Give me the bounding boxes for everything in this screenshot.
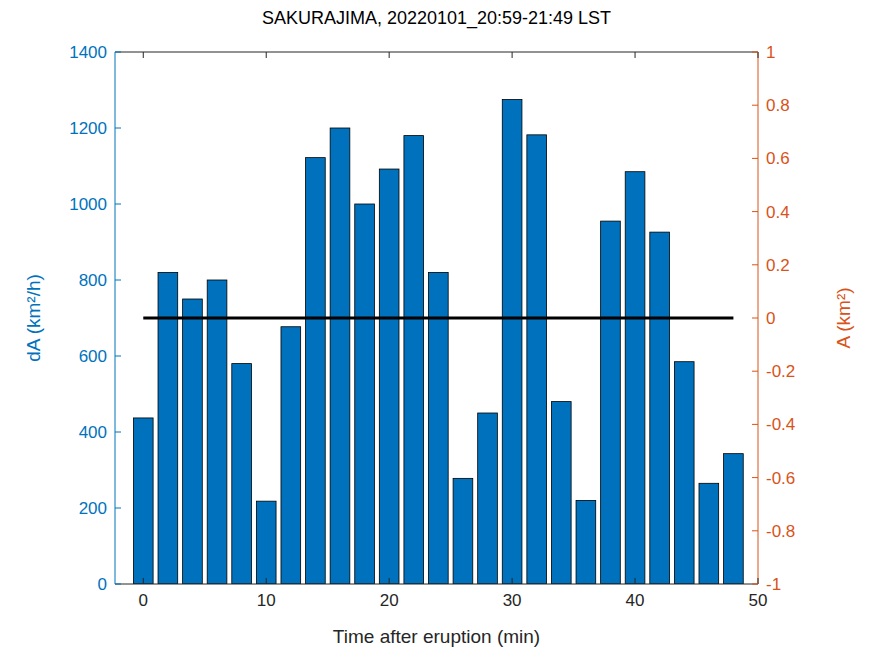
y2-tick	[752, 264, 758, 265]
line	[143, 317, 733, 320]
y2-tick	[752, 318, 758, 319]
bar	[183, 299, 203, 584]
y2-tick	[752, 52, 758, 53]
bar	[650, 232, 670, 584]
y-tick-label: 800	[79, 271, 107, 290]
bar	[625, 172, 645, 584]
bar	[724, 454, 744, 584]
x-tick-label: 50	[749, 591, 768, 610]
y-tick-label: 200	[79, 499, 107, 518]
x-tick-top	[512, 52, 513, 58]
x-tick	[389, 578, 390, 584]
y-axis	[115, 52, 116, 584]
x-tick	[512, 578, 513, 584]
bar	[453, 478, 473, 584]
bar	[207, 280, 227, 584]
top-axis	[115, 52, 758, 53]
y-tick-label: 400	[79, 423, 107, 442]
y-tick	[115, 584, 121, 585]
y-tick-label: 0	[98, 575, 107, 594]
x-tick-label: 20	[380, 591, 399, 610]
bar	[306, 158, 326, 584]
x-tick-top	[635, 52, 636, 58]
x-tick	[758, 578, 759, 584]
bar	[355, 204, 375, 584]
bar	[699, 483, 719, 584]
y-tick-label: 600	[79, 347, 107, 366]
x-tick-label: 0	[139, 591, 148, 610]
chart: 010203040500200400600800100012001400-1-0…	[0, 0, 875, 656]
bar	[601, 221, 621, 584]
y-tick-label: 1200	[69, 119, 107, 138]
y2-tick-label: -1	[766, 575, 781, 594]
bar	[478, 413, 498, 584]
y2-tick	[752, 477, 758, 478]
bar	[527, 135, 547, 584]
bar	[281, 327, 301, 584]
y-tick	[115, 52, 121, 53]
y2-tick	[752, 105, 758, 106]
y-tick-label: 1000	[69, 195, 107, 214]
y2-tick-label: 1	[766, 43, 775, 62]
y-tick	[115, 204, 121, 205]
bar	[502, 100, 522, 585]
y2-axis-label: A (km²)	[833, 287, 854, 348]
bar	[330, 128, 350, 584]
y2-tick-label: 0.8	[766, 96, 790, 115]
x-tick-top	[143, 52, 144, 58]
x-tick-label: 40	[626, 591, 645, 610]
data-group	[133, 100, 743, 585]
y2-tick-label: 0.2	[766, 256, 790, 275]
y2-tick-label: 0.4	[766, 203, 790, 222]
bar	[133, 418, 153, 584]
bar	[576, 500, 596, 584]
y-tick	[115, 356, 121, 357]
x-axis-label: Time after eruption (min)	[333, 626, 540, 647]
y2-tick-label: -0.4	[766, 415, 795, 434]
x-tick-top	[389, 52, 390, 58]
y-axis-label: dA (km²/h)	[23, 274, 44, 362]
plot-area	[115, 52, 758, 584]
x-tick	[143, 578, 144, 584]
y2-tick	[752, 371, 758, 372]
y2-tick	[752, 530, 758, 531]
x-tick	[266, 578, 267, 584]
y-tick-label: 1400	[69, 43, 107, 62]
y2-tick	[752, 211, 758, 212]
bar	[404, 136, 424, 584]
y2-tick-label: -0.8	[766, 522, 795, 541]
y2-tick	[752, 584, 758, 585]
y2-tick	[752, 424, 758, 425]
title: SAKURAJIMA, 20220101_20:59-21:49 LST	[262, 8, 611, 29]
bar	[379, 169, 399, 584]
x-tick-top	[266, 52, 267, 58]
y-tick	[115, 280, 121, 281]
x-tick-label: 10	[257, 591, 276, 610]
y-tick	[115, 128, 121, 129]
x-tick	[635, 578, 636, 584]
y2-tick	[752, 158, 758, 159]
bar	[232, 364, 252, 584]
bar	[256, 501, 276, 584]
y2-tick-label: -0.6	[766, 469, 795, 488]
x-tick-top	[758, 52, 759, 58]
bar	[674, 362, 694, 584]
y-tick	[115, 432, 121, 433]
bar	[551, 402, 571, 584]
y2-tick-label: -0.2	[766, 362, 795, 381]
y-tick	[115, 508, 121, 509]
x-axis	[115, 584, 758, 585]
x-tick-label: 30	[503, 591, 522, 610]
y2-tick-label: 0	[766, 309, 775, 328]
y2-tick-label: 0.6	[766, 149, 790, 168]
